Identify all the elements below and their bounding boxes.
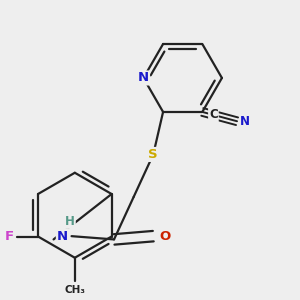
Text: N: N: [240, 115, 250, 128]
Text: O: O: [159, 230, 170, 243]
Text: F: F: [5, 230, 14, 243]
Text: N: N: [138, 71, 149, 85]
Text: N: N: [57, 230, 68, 243]
Text: C: C: [209, 108, 218, 122]
Text: S: S: [148, 148, 158, 161]
Text: CH₃: CH₃: [64, 285, 85, 295]
Text: H: H: [65, 215, 75, 228]
